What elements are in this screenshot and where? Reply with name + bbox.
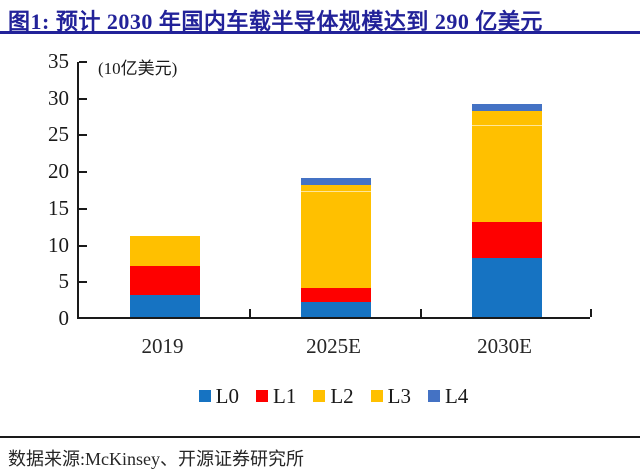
bar-segment-L2-2019	[129, 236, 200, 266]
legend-item-L4: L4	[427, 383, 469, 409]
y-axis-tick-25	[79, 134, 87, 137]
legend-swatch-L3	[370, 390, 383, 402]
y-axis-label-15: 15	[48, 195, 69, 220]
bar-segment-L0-2019	[129, 294, 200, 317]
bar-segment-L3-2030E	[471, 111, 542, 127]
y-axis-tick-30	[79, 97, 87, 100]
y-axis-label-35: 35	[48, 49, 69, 73]
y-axis-tick-10	[79, 244, 87, 247]
bar-segment-L0-2030E	[471, 258, 542, 317]
bar-segment-L1-2030E	[471, 221, 542, 259]
bar-segment-L2-2030E	[471, 126, 542, 222]
y-axis-label-5: 5	[58, 269, 70, 294]
legend-item-L2: L2	[313, 383, 354, 409]
y-axis-label-20: 20	[48, 159, 69, 184]
legend-item-L1: L1	[256, 384, 296, 409]
y-axis-label-30: 30	[48, 85, 69, 110]
bar-segment-L4-2025E	[300, 177, 371, 185]
bar-segment-L1-2019	[129, 265, 200, 295]
legend-swatch-L4	[427, 390, 440, 402]
bar-segment-L2-2025E	[300, 192, 371, 288]
bar-segment-L3-2025E	[300, 184, 371, 193]
y-axis-label-0: 0	[58, 306, 70, 330]
bar-segment-L0-2025E	[300, 302, 371, 317]
y-axis-tick-5	[79, 281, 87, 284]
x-axis-label-2025E: 2025E	[306, 334, 361, 358]
x-axis-label-2019: 2019	[141, 334, 184, 358]
source-text: 数据来源:McKinsey、开源证券研究所	[8, 449, 304, 469]
legend-label-L2: L2	[330, 383, 354, 408]
legend-swatch-L0	[198, 390, 211, 402]
x-axis-label-2030E: 2030E	[477, 334, 532, 358]
legend-item-L3: L3	[370, 383, 411, 409]
y-axis-tick-15	[79, 207, 87, 210]
legend-label-L4: L4	[444, 383, 469, 408]
figure-title-bar: 图1: 预计 2030 年国内车载半导体规模达到 290 亿美元	[0, 0, 640, 34]
y-axis-tick-35	[79, 61, 87, 63]
x-axis-tick-2	[420, 309, 422, 317]
x-axis-tick-1	[249, 309, 251, 317]
legend-label-L1: L1	[273, 383, 297, 408]
legend-swatch-L2	[313, 390, 326, 402]
figure-title: 图1: 预计 2030 年国内车载半导体规模达到 290 亿美元	[8, 9, 543, 34]
bar-segment-L4-2030E	[471, 104, 542, 112]
legend-label-L0: L0	[215, 383, 239, 408]
bar-segment-L1-2025E	[300, 287, 371, 303]
chart-area: (10亿美元) 0 5 10 15 20 25 30 35 2019 2025E 2030E L0…	[0, 34, 640, 437]
legend-swatch-L1	[256, 390, 268, 402]
y-axis-unit-label: (10亿美元)	[98, 59, 178, 78]
x-axis-tick-3	[590, 309, 592, 317]
chart-legend: L0 L1 L2 L3 L4	[77, 383, 590, 409]
legend-item-L0: L0	[198, 383, 239, 409]
y-axis-label-10: 10	[48, 232, 69, 257]
legend-label-L3: L3	[387, 383, 411, 408]
plot-area	[77, 61, 592, 319]
y-axis-tick-20	[79, 171, 87, 174]
y-axis-label-25: 25	[48, 122, 69, 147]
source-bar: 数据来源:McKinsey、开源证券研究所	[0, 436, 640, 472]
